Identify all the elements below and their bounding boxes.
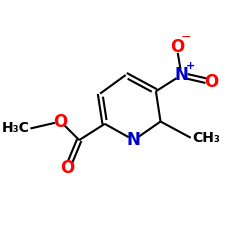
Text: +: + xyxy=(186,61,195,71)
Text: O: O xyxy=(204,73,219,91)
Text: O: O xyxy=(60,159,75,177)
Text: CH₃: CH₃ xyxy=(192,131,220,145)
Text: N: N xyxy=(127,131,141,149)
Text: O: O xyxy=(170,38,184,56)
Text: O: O xyxy=(54,112,68,130)
Text: −: − xyxy=(181,31,191,44)
Text: H₃C: H₃C xyxy=(1,122,29,136)
Text: N: N xyxy=(174,66,188,84)
